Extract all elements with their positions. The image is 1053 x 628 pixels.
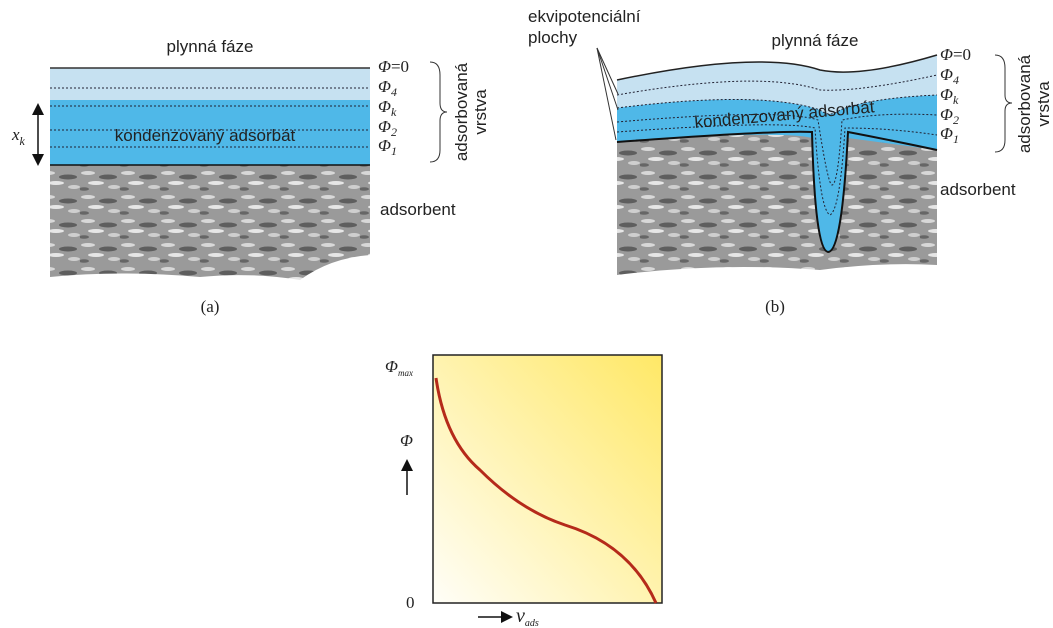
potential-label: Φ4 bbox=[378, 77, 397, 99]
caption: (b) bbox=[765, 297, 785, 316]
potential-label: Φ1 bbox=[378, 136, 397, 158]
y-max-label: Φmax bbox=[385, 357, 413, 378]
plot-area bbox=[433, 355, 662, 603]
panel-c: Φmax Φ 0 vads bbox=[385, 355, 662, 628]
potential-label: Φk bbox=[378, 97, 397, 119]
figure: xk plynná fáze kondenzovaný adsorbát ads… bbox=[0, 0, 1053, 628]
origin-label: 0 bbox=[406, 593, 415, 612]
pointer-lines bbox=[597, 48, 618, 140]
caption: (a) bbox=[201, 297, 220, 316]
brace bbox=[995, 55, 1012, 152]
y-axis-label: Φ bbox=[400, 431, 413, 450]
potential-label: Φ4 bbox=[940, 65, 959, 87]
condensed-label: kondenzovaný adsorbát bbox=[115, 126, 296, 145]
x-axis-label: vads bbox=[516, 605, 539, 628]
adsorbent-solid bbox=[50, 165, 370, 280]
adsorbent-label: adsorbent bbox=[380, 200, 456, 219]
gas-phase-label: plynná fáze bbox=[167, 37, 254, 56]
thickness-label: xk bbox=[11, 125, 26, 148]
potential-label: Φ=0 bbox=[378, 57, 409, 76]
adsorbent-label: adsorbent bbox=[940, 180, 1016, 199]
gas-phase-label: plynná fáze bbox=[772, 31, 859, 50]
adsorbed-gas-layer bbox=[50, 68, 370, 100]
layer-label: adsorbovanávrstva bbox=[1015, 54, 1053, 153]
adsorbent-solid bbox=[617, 130, 937, 275]
potential-label: Φ1 bbox=[940, 124, 959, 146]
layer-label: adsorbovanávrstva bbox=[452, 62, 490, 161]
potential-label: Φ=0 bbox=[940, 45, 971, 64]
potential-label: Φk bbox=[940, 85, 959, 107]
panel-a: xk plynná fáze kondenzovaný adsorbát ads… bbox=[11, 37, 490, 316]
brace bbox=[430, 62, 447, 162]
